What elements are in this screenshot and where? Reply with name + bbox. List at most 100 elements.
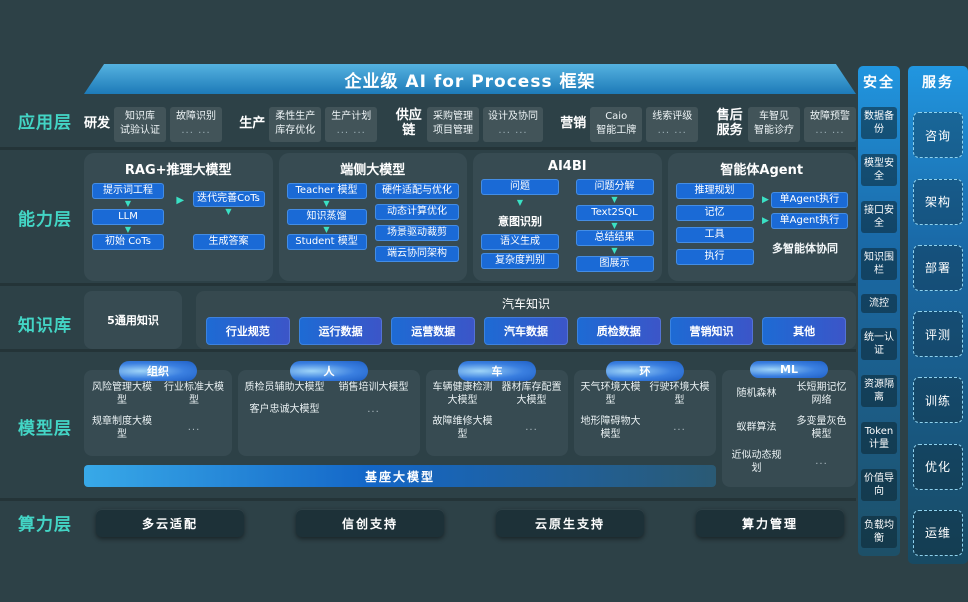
- app-group-label: 售后服务: [716, 108, 743, 138]
- title-banner: 企业级 AI for Process 框架: [84, 64, 856, 94]
- agent-execute: 执行: [675, 249, 754, 265]
- app-item: 柔性生产: [275, 110, 316, 122]
- model-item: 销售培训大模型: [338, 382, 409, 393]
- model-item: 天气环境大模型: [580, 382, 641, 406]
- edge-student-model: Student 模型: [286, 234, 367, 251]
- app-group-rd: 研发 知识库 试验认证 故障识别 ... ...: [84, 101, 223, 147]
- layer-divider: [0, 283, 856, 286]
- arrow-down-icon: ▼: [516, 198, 524, 207]
- pill-person: 人: [290, 361, 368, 381]
- arrow-down-icon: ▼: [323, 199, 330, 208]
- app-item: 库存优化: [275, 125, 316, 136]
- service-item: 训练: [913, 377, 963, 424]
- edge-distillation: 知识蒸馏: [286, 208, 367, 225]
- app-group-label: 营销: [560, 115, 587, 131]
- layer-label-model: 模型层: [18, 419, 72, 439]
- model-item: 多变量灰色模型: [796, 416, 847, 440]
- model-item: 客户忠诚大模型: [249, 403, 320, 415]
- service-header: 服务: [922, 75, 954, 91]
- model-group-ml: ML 随机森林 长短期记忆网络 蚁群算法 多变量灰色模型 近似动态规划 ...: [722, 361, 856, 487]
- agent-planning: 推理规划: [675, 183, 754, 199]
- app-item-box: 车智见 智能诊疗: [747, 106, 800, 142]
- service-item: 运维: [913, 509, 963, 556]
- ai4bi-semantic-gen: 语义生成: [481, 233, 559, 250]
- app-item: 线索评级: [652, 110, 693, 122]
- security-item: 接口安全: [861, 200, 897, 233]
- edge-teacher-model: Teacher 模型: [286, 183, 367, 199]
- pill-ml: ML: [750, 361, 828, 378]
- knowledge-chip: 其他: [762, 317, 847, 345]
- app-group-after-sales: 售后服务 车智见 智能诊疗 故障预警 ... ...: [715, 101, 856, 147]
- panel-ai4bi: AI4BI 问题 ▼ 意图识别 语义生成 复杂度判别 问题分解 ▼ Text2S…: [473, 153, 662, 281]
- app-item-box: 知识库 试验认证: [114, 106, 167, 142]
- ai4bi-text2sql: Text2SQL: [575, 204, 654, 221]
- service-item: 咨询: [913, 112, 963, 159]
- knowledge-chip: 营销知识: [669, 317, 754, 345]
- model-item: 规章制度大模型: [92, 416, 152, 440]
- layer-label-application: 应用层: [18, 113, 72, 133]
- general-knowledge-box: 5通用知识: [84, 291, 182, 349]
- security-item: 资源隔离: [861, 375, 897, 408]
- app-item: 知识库: [125, 110, 156, 122]
- security-item: 知识围栏: [861, 247, 897, 280]
- app-item-box: 生产计划 ... ...: [325, 106, 378, 142]
- model-item: 故障维修大模型: [432, 416, 493, 440]
- panel-title: 端侧大模型: [340, 163, 406, 178]
- edge-hw-optimize: 硬件适配与优化: [375, 183, 459, 199]
- model-item: 车辆健康检测大模型: [432, 382, 493, 406]
- rag-step-iterate-cots: 迭代完善CoTs: [192, 191, 265, 207]
- service-item: 优化: [913, 443, 963, 490]
- app-group-label: 研发: [84, 115, 111, 131]
- app-item: 设计及协同: [488, 110, 538, 122]
- pill-org: 组织: [119, 361, 197, 381]
- arrow-right-icon: ▶: [762, 194, 769, 205]
- single-agent-exec: 单Agent执行: [770, 192, 848, 208]
- panel-rag: RAG+推理大模型 提示词工程 ▼ LLM ▼ 初始 CoTs 迭代完善CoTs…: [84, 153, 273, 281]
- model-item: 行驶环境大模型: [649, 382, 710, 406]
- panel-title: RAG+推理大模型: [124, 163, 232, 178]
- model-item: 行业标准大模型: [164, 382, 224, 406]
- model-item: 随机森林: [736, 388, 777, 400]
- app-item: Caio: [605, 110, 628, 122]
- model-item: 器材库存配置大模型: [501, 382, 562, 406]
- app-group-label: 生产: [239, 115, 266, 131]
- app-item-box: 柔性生产 库存优化: [269, 106, 322, 142]
- knowledge-chip: 汽车数据: [484, 317, 568, 345]
- ai4bi-summarize: 总结结果: [575, 230, 654, 247]
- pill-vehicle: 车: [458, 361, 536, 381]
- knowledge-chip: 质检数据: [576, 317, 661, 345]
- security-item: 模型安全: [861, 153, 897, 186]
- panel-agent: 智能体Agent 推理规划 记忆 工具 执行 ▶ 单Agent执行: [667, 153, 856, 281]
- app-item-ellipsis: ... ...: [336, 125, 366, 136]
- service-item: 部署: [913, 244, 963, 291]
- model-item: 蚁群算法: [736, 422, 777, 434]
- agent-tools: 工具: [675, 227, 754, 243]
- security-header: 安全: [863, 75, 895, 91]
- ai4bi-chart-display: 图展示: [575, 255, 654, 272]
- pill-environment: 环: [606, 361, 684, 381]
- security-item: 负载均衡: [861, 515, 897, 548]
- arrow-right-icon: ▶: [176, 195, 185, 206]
- compute-management: 算力管理: [696, 509, 844, 537]
- app-item: 故障识别: [176, 110, 217, 122]
- multi-agent-caption: 多智能体协同: [772, 242, 838, 255]
- arrow-down-icon: ▼: [323, 224, 330, 234]
- service-item: 架构: [913, 178, 963, 225]
- app-item-box: 故障预警 ... ...: [803, 106, 856, 142]
- app-group-label: 供应链: [395, 108, 422, 138]
- single-agent-exec: 单Agent执行: [770, 213, 848, 229]
- app-item-box: Caio 智能工牌: [590, 106, 643, 142]
- app-item: 车智见: [758, 110, 789, 122]
- knowledge-chip: 运营数据: [391, 317, 476, 345]
- ai4bi-decompose: 问题分解: [575, 179, 654, 195]
- security-item: 数据备份: [861, 106, 897, 139]
- service-item: 评测: [913, 311, 963, 358]
- compute-xinchuang: 信创支持: [296, 509, 444, 537]
- model-item-ellipsis: ...: [525, 422, 538, 434]
- service-rail: 服务 咨询 架构 部署 评测 训练 优化 运维: [908, 66, 968, 564]
- rag-step-llm: LLM: [92, 208, 164, 225]
- security-item: 统一认证: [861, 328, 897, 361]
- base-model-bar: 基座大模型: [84, 465, 716, 487]
- app-item-ellipsis: ... ...: [657, 125, 687, 136]
